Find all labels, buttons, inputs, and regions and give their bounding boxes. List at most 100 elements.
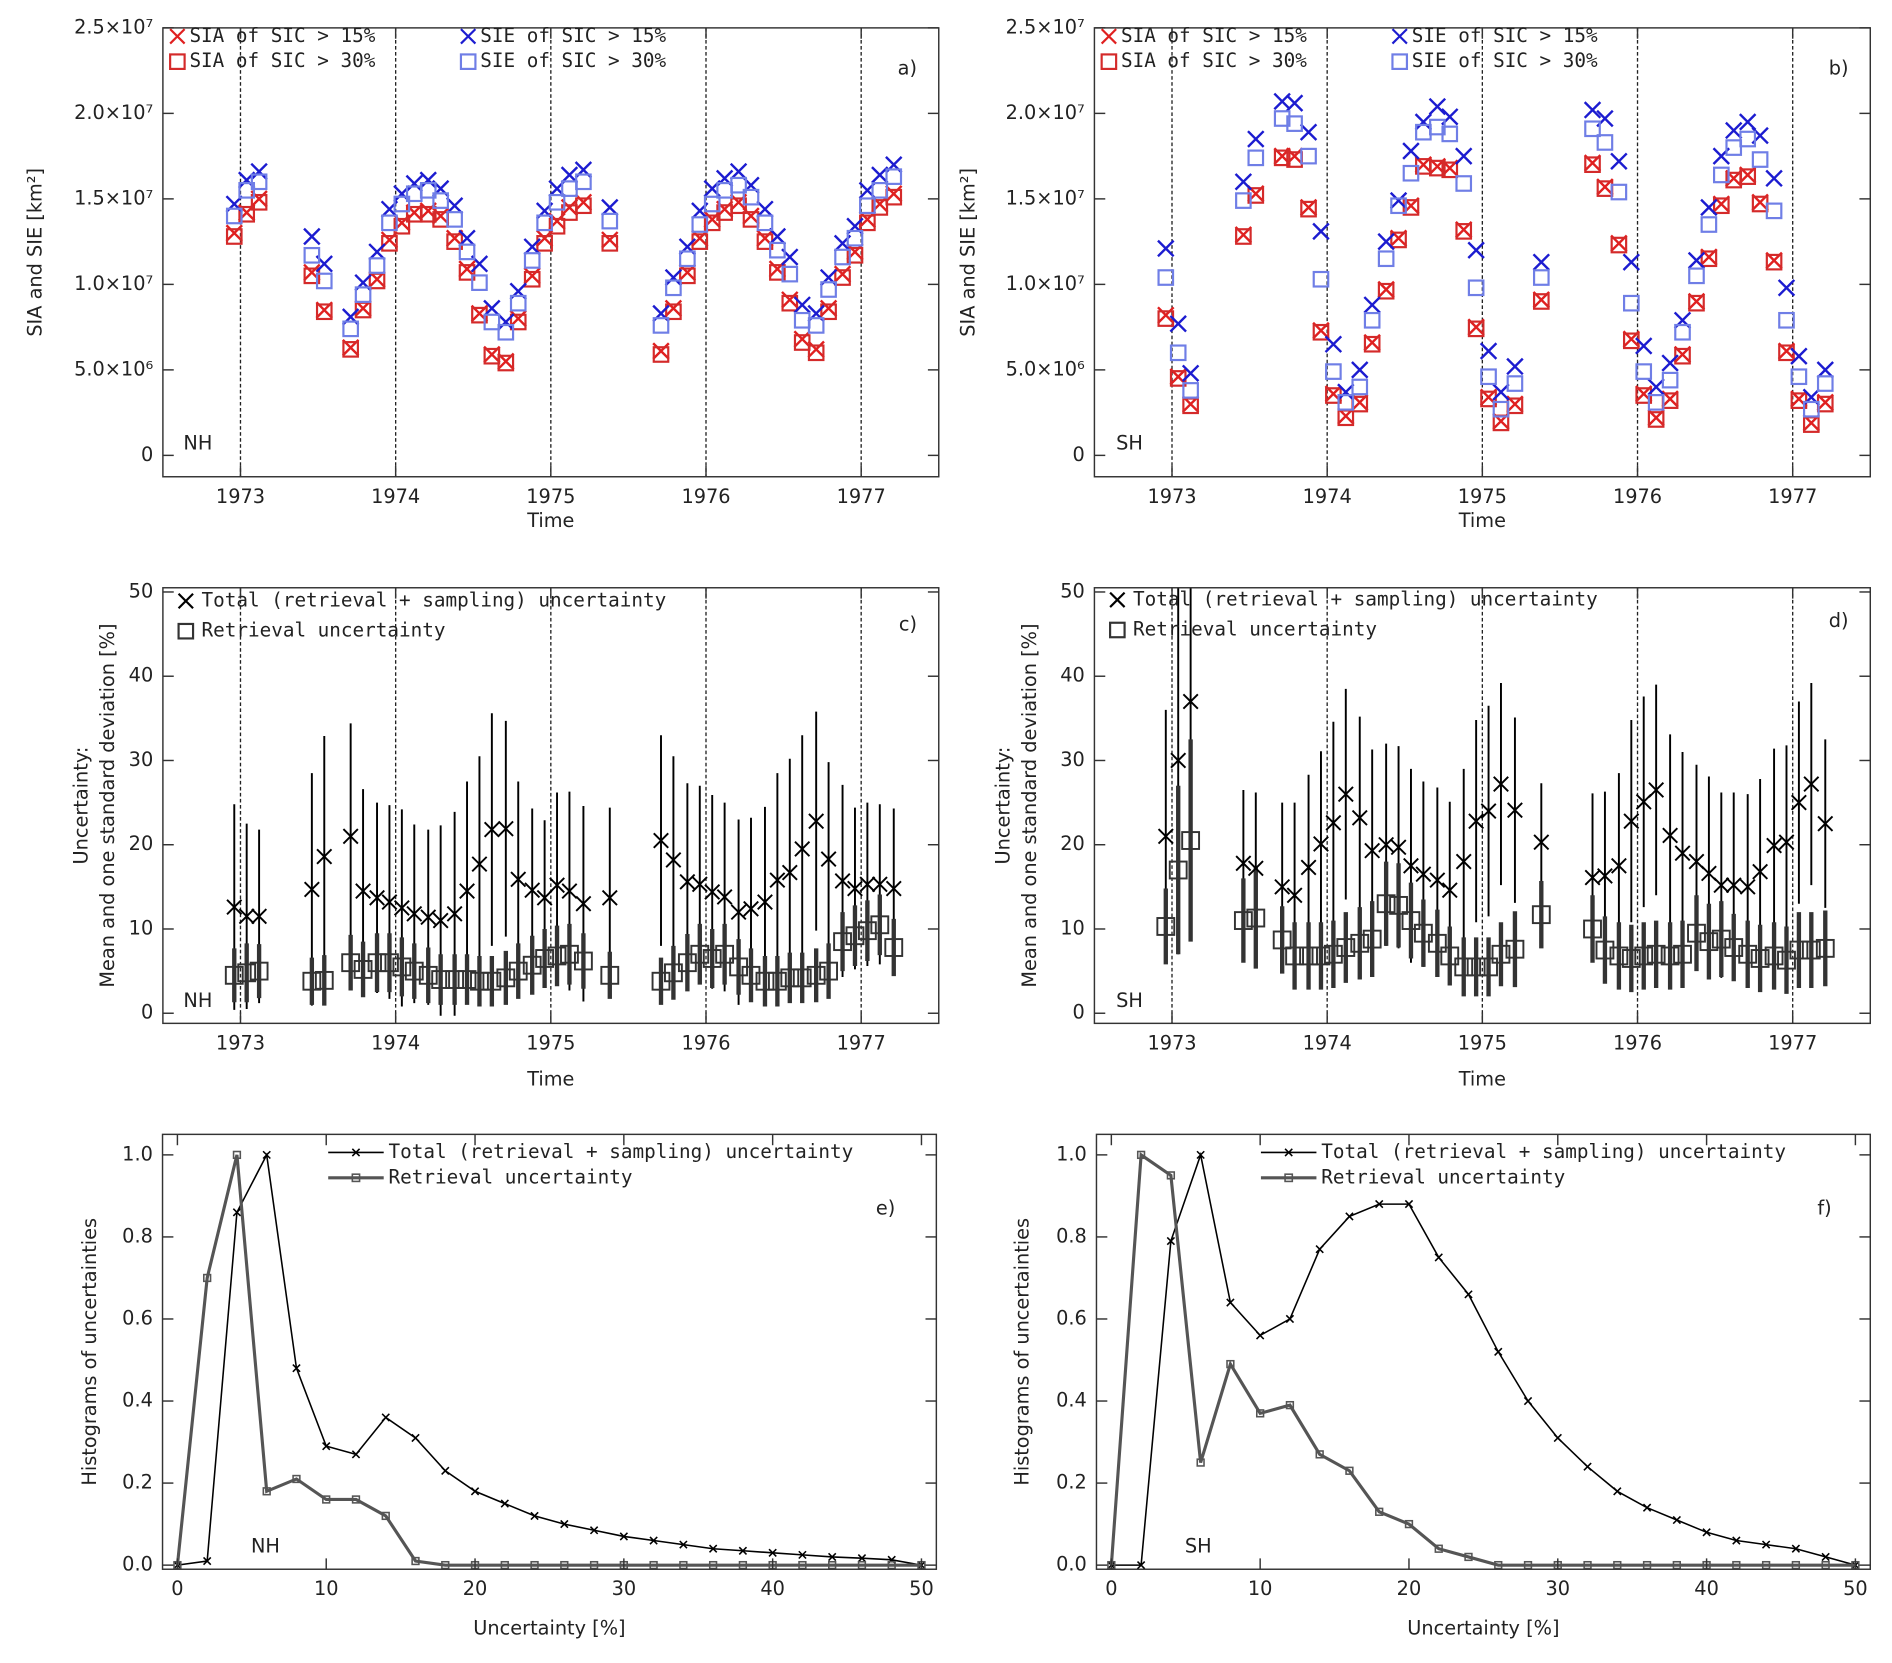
x-tick-label: 1975: [1458, 485, 1507, 508]
data-point: [1169, 344, 1187, 362]
data-point: [1791, 1560, 1801, 1570]
legend-marker: [351, 1148, 361, 1157]
data-point: [548, 193, 566, 211]
data-point: [798, 1550, 807, 1560]
data-point: [1157, 269, 1175, 286]
data-point: [441, 1560, 450, 1570]
data-point: [1363, 335, 1381, 353]
data-point: [368, 272, 386, 290]
data-point: [1673, 944, 1692, 964]
x-tick-label: 20: [1397, 1577, 1422, 1600]
data-point: [232, 1208, 242, 1217]
data-point: [741, 965, 761, 985]
data-point: [1634, 946, 1654, 966]
data-point: [523, 238, 541, 256]
data-point: [446, 905, 463, 922]
x-axis-label: Time: [526, 1068, 574, 1091]
data-point: [1642, 1503, 1652, 1512]
data-point: [781, 291, 799, 309]
data-point: [1725, 139, 1743, 156]
x-axis-label: Time: [1458, 1068, 1506, 1091]
data-point: [1610, 857, 1627, 874]
legend-marker: [1391, 28, 1408, 45]
legend-label: SIA of SIC > 30%: [1121, 49, 1307, 72]
plot-area: [225, 27, 903, 477]
y-tick-label: 1.0: [122, 1142, 153, 1165]
data-point: [664, 299, 683, 318]
data-point: [820, 851, 837, 867]
x-tick-label: 40: [1694, 1577, 1719, 1600]
data-point: [251, 908, 268, 925]
data-point: [793, 334, 811, 351]
data-point: [1821, 1560, 1830, 1570]
data-point: [834, 248, 851, 266]
data-point: [1300, 147, 1317, 165]
data-point: [820, 303, 837, 321]
data-point: [1523, 1560, 1533, 1570]
data-point: [392, 957, 412, 977]
data-point: [664, 963, 683, 983]
y-tick-label: 10: [129, 916, 154, 939]
data-point: [742, 188, 760, 206]
data-point: [1429, 872, 1446, 889]
data-point: [483, 347, 501, 365]
data-point: [1802, 400, 1820, 418]
data-point: [715, 944, 735, 964]
data-point: [649, 1536, 658, 1545]
data-point: [1662, 827, 1679, 844]
plot-frame: [1095, 1133, 1872, 1570]
data-point: [1337, 394, 1355, 411]
data-point: [1647, 411, 1665, 428]
data-point: [1325, 814, 1342, 831]
data-point: [549, 877, 565, 894]
data-point: [1196, 1150, 1205, 1160]
data-point: [1255, 1331, 1265, 1340]
data-point: [1613, 1560, 1622, 1570]
data-point: [419, 182, 437, 199]
data-point: [1466, 957, 1486, 977]
panel: 1973 1974 1975 1976 1977 0 10 20 30 40 50 Time Uncer…: [70, 579, 940, 1091]
data-point: [1377, 250, 1395, 268]
panel: 1973 1974 1975 1976 1977 0 5.0×10⁶ 1.0×10⁷ 1.5×1…: [956, 15, 1872, 532]
data-point: [406, 905, 423, 922]
data-point: [303, 227, 321, 246]
y-tick-label: 2.5×10⁷: [1006, 15, 1085, 38]
data-point: [806, 965, 826, 985]
data-point: [1312, 270, 1330, 288]
data-point: [1468, 813, 1485, 830]
data-point: [1765, 202, 1783, 220]
hemisphere-label: SH: [1116, 432, 1143, 455]
data-point: [1506, 357, 1524, 376]
data-point: [743, 900, 759, 917]
data-point: [1351, 361, 1369, 379]
data-point: [536, 214, 553, 232]
data-point: [1363, 296, 1381, 314]
data-point: [769, 872, 786, 889]
data-point: [1506, 397, 1524, 415]
data-point: [1595, 940, 1615, 960]
series-line: [177, 1152, 922, 1566]
data-point: [536, 889, 553, 906]
data-point: [1402, 142, 1420, 160]
data-point: [1801, 940, 1821, 960]
data-point: [458, 243, 476, 261]
data-point: [1325, 363, 1342, 380]
data-point: [1464, 1552, 1473, 1562]
series-line: [1109, 1152, 1856, 1567]
data-point: [1492, 400, 1510, 418]
series-line: [1111, 1151, 1856, 1566]
data-point: [342, 341, 359, 358]
data-point: [1584, 120, 1601, 138]
data-point: [431, 970, 451, 989]
data-point: [1622, 332, 1640, 350]
panel: 0 10 20 30 40 50 0.0 0.2 0.4 0.6 0.8 1.0 Uncertainty…: [78, 1133, 938, 1640]
data-point: [575, 895, 592, 912]
y-tick-label: 2.5×10⁷: [74, 15, 153, 38]
data-point: [1791, 1544, 1801, 1553]
data-point: [1505, 939, 1525, 959]
data-point: [419, 205, 437, 223]
data-point: [1661, 371, 1679, 389]
data-point: [471, 856, 488, 873]
x-tick-label: 1973: [216, 485, 265, 508]
